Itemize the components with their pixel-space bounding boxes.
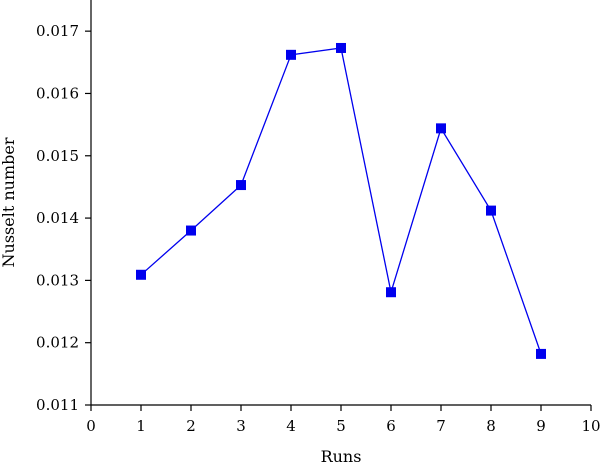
x-tick-label: 9 (536, 417, 546, 435)
data-point (436, 123, 446, 134)
y-axis-title: Nusselt number (0, 137, 18, 267)
y-tick-label: 0.013 (36, 271, 79, 289)
y-axis: 0.011 0.012 0.013 0.014 0.015 0.016 0.017 (36, 0, 92, 414)
y-tick-label: 0.011 (36, 396, 79, 414)
y-tick-label: 0.015 (36, 147, 79, 165)
y-tick-label: 0.012 (36, 334, 79, 352)
x-tick-label: 4 (286, 417, 296, 435)
data-point (386, 287, 396, 298)
series-layer (136, 42, 546, 359)
y-tick-label: 0.017 (36, 22, 79, 40)
x-tick-label: 8 (486, 417, 496, 435)
x-tick-label: 7 (436, 417, 446, 435)
data-point (286, 49, 296, 60)
data-point (536, 348, 546, 359)
x-tick-label: 5 (336, 417, 346, 435)
x-tick-label: 3 (236, 417, 246, 435)
data-point (236, 180, 246, 191)
x-tick-label: 6 (386, 417, 396, 435)
x-axis-title: Runs (321, 447, 362, 466)
series-line (140, 47, 542, 355)
y-tick-label: 0.014 (36, 209, 79, 227)
y-tick-label: 0.016 (36, 84, 79, 102)
x-tick-label: 0 (86, 417, 96, 435)
x-tick-label: 10 (581, 417, 600, 435)
x-tick-label: 2 (186, 417, 196, 435)
data-point (186, 225, 196, 236)
data-point (336, 42, 346, 53)
data-point (136, 269, 146, 280)
x-axis: 0 1 2 3 4 5 6 7 8 9 10 (86, 404, 600, 435)
data-point (486, 205, 496, 216)
x-tick-label: 1 (136, 417, 146, 435)
